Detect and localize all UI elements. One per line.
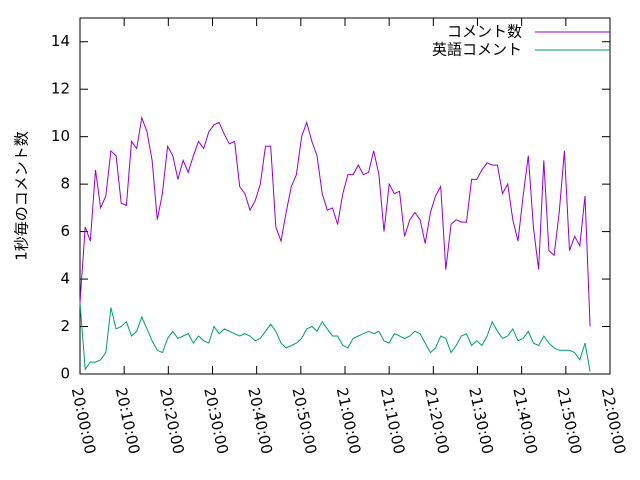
x-tick-label: 20:40:00 xyxy=(244,386,276,456)
y-tick-label: 10 xyxy=(51,127,70,145)
y-axis-label: 1秒毎のコメント数 xyxy=(13,131,31,261)
legend-label: 英語コメント xyxy=(432,41,522,59)
x-tick-label: 20:20:00 xyxy=(156,386,188,456)
x-tick-label: 21:10:00 xyxy=(377,386,409,456)
legend-label: コメント数 xyxy=(447,23,522,41)
x-tick-label: 21:50:00 xyxy=(554,386,586,456)
x-tick-label: 22:00:00 xyxy=(598,386,630,456)
x-tick-label: 20:50:00 xyxy=(289,386,321,456)
y-tick-label: 0 xyxy=(60,365,70,383)
x-tick-label: 21:20:00 xyxy=(421,386,453,456)
series-line xyxy=(79,302,591,372)
y-tick-label: 14 xyxy=(51,32,70,50)
y-tick-label: 12 xyxy=(51,80,70,98)
y-tick-label: 2 xyxy=(60,317,70,335)
x-tick-label: 20:00:00 xyxy=(68,386,100,456)
y-tick-label: 8 xyxy=(60,175,70,193)
x-tick-label: 20:30:00 xyxy=(200,386,232,456)
series-line xyxy=(79,115,591,327)
plot-frame xyxy=(79,17,611,375)
y-tick-label: 4 xyxy=(60,270,70,288)
x-tick-label: 21:40:00 xyxy=(509,386,541,456)
x-tick-label: 21:30:00 xyxy=(465,386,497,456)
y-tick-label: 6 xyxy=(60,222,70,240)
x-tick-label: 21:00:00 xyxy=(333,386,365,456)
x-tick-label: 20:10:00 xyxy=(112,386,144,456)
